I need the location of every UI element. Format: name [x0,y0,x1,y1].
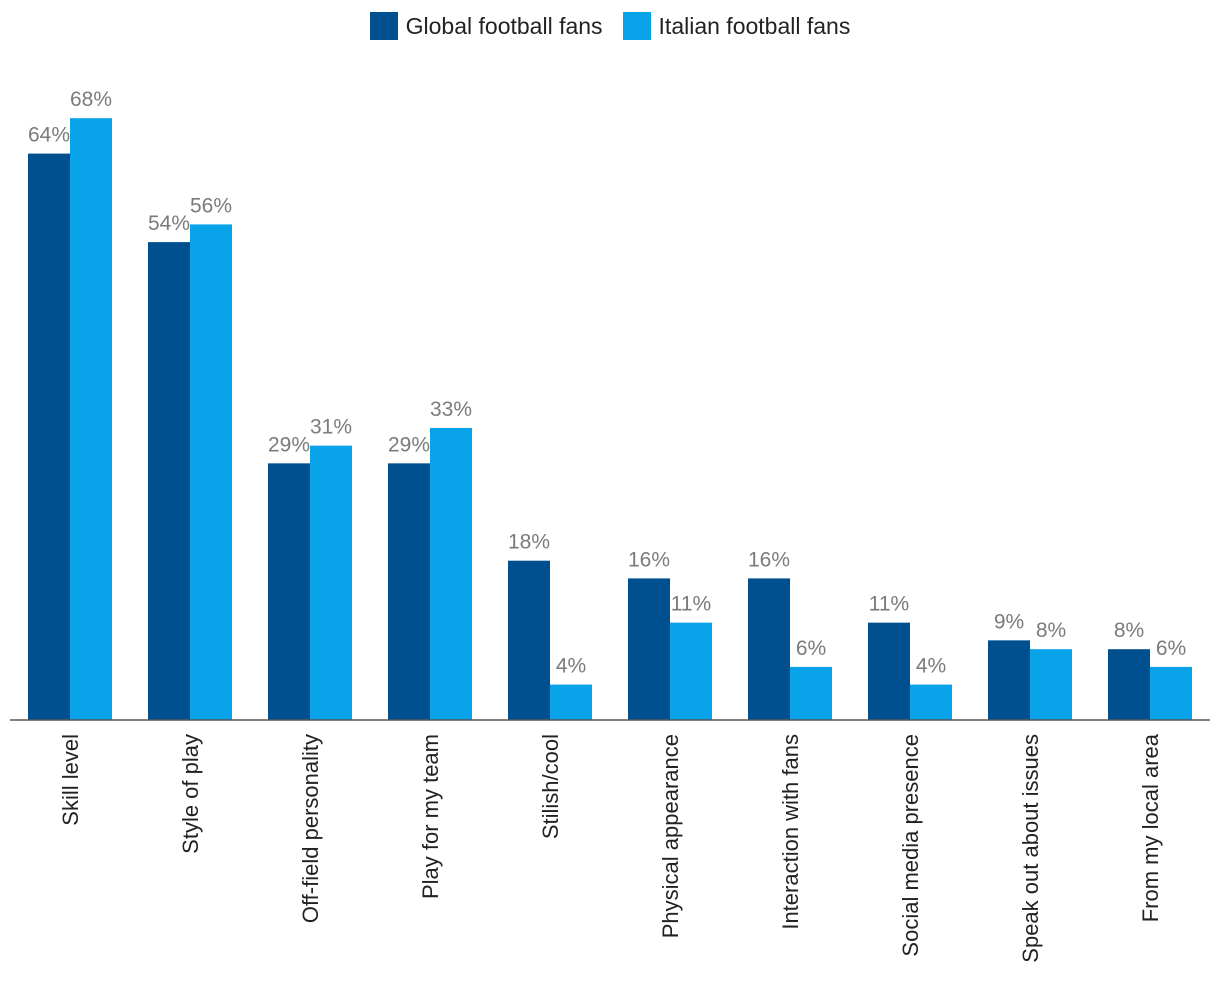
legend-label-global: Global football fans [405,12,603,39]
data-label-global-5: 16% [628,548,670,571]
category-label-1: Style of play [178,734,203,854]
bar-global-7 [868,622,910,720]
data-label-italian-8: 8% [1036,619,1066,642]
bar-global-1 [148,242,190,720]
bar-global-8 [988,640,1030,720]
bar-global-0 [28,153,70,721]
data-label-global-2: 29% [268,433,310,456]
bar-italian-9 [1150,666,1192,720]
category-label-3: Play for my team [418,734,443,899]
bar-global-5 [628,578,670,720]
data-label-italian-3: 33% [430,398,472,421]
bar-italian-5 [670,622,712,720]
bar-italian-3 [430,427,472,720]
data-label-italian-0: 68% [70,88,112,111]
data-label-italian-5: 11% [671,593,711,616]
data-label-global-8: 9% [994,610,1024,633]
data-label-italian-7: 4% [916,655,946,678]
data-label-italian-1: 56% [190,194,232,217]
category-label-0: Skill level [58,734,83,826]
bar-italian-4 [550,684,592,720]
bar-global-4 [508,560,550,720]
bar-italian-2 [310,445,352,720]
legend-item-global: Global football fans [369,12,603,40]
bar-global-6 [748,578,790,720]
data-label-global-3: 29% [388,433,430,456]
data-label-global-0: 64% [28,124,70,147]
data-label-italian-4: 4% [556,655,586,678]
category-label-5: Physical appearance [658,734,683,938]
data-label-global-1: 54% [148,212,190,235]
category-label-7: Social media presence [898,734,923,957]
data-label-global-9: 8% [1114,619,1144,642]
legend-item-italian: Italian football fans [622,12,851,40]
data-label-global-6: 16% [748,548,790,571]
bar-italian-0 [70,118,112,720]
category-label-4: Stilish/cool [538,734,563,839]
data-label-italian-9: 6% [1156,637,1186,660]
bar-global-2 [268,463,310,720]
bar-global-3 [388,463,430,720]
category-label-2: Off-field personality [298,734,323,923]
data-label-global-4: 18% [508,531,550,554]
bar-italian-1 [190,224,232,720]
bar-italian-6 [790,666,832,720]
legend-label-italian: Italian football fans [658,12,851,39]
category-label-8: Speak out about issues [1018,734,1043,963]
category-label-9: From my local area [1138,733,1163,922]
bar-italian-7 [910,684,952,720]
data-label-italian-2: 31% [310,416,352,439]
bar-italian-8 [1030,649,1072,720]
bar-global-9 [1108,649,1150,720]
data-label-italian-6: 6% [796,637,826,660]
legend: Global football fans Italian football fa… [0,12,1220,40]
category-label-6: Interaction with fans [778,734,803,930]
legend-swatch-global [369,12,398,40]
data-label-global-7: 11% [869,593,909,616]
legend-swatch-italian [622,12,651,40]
